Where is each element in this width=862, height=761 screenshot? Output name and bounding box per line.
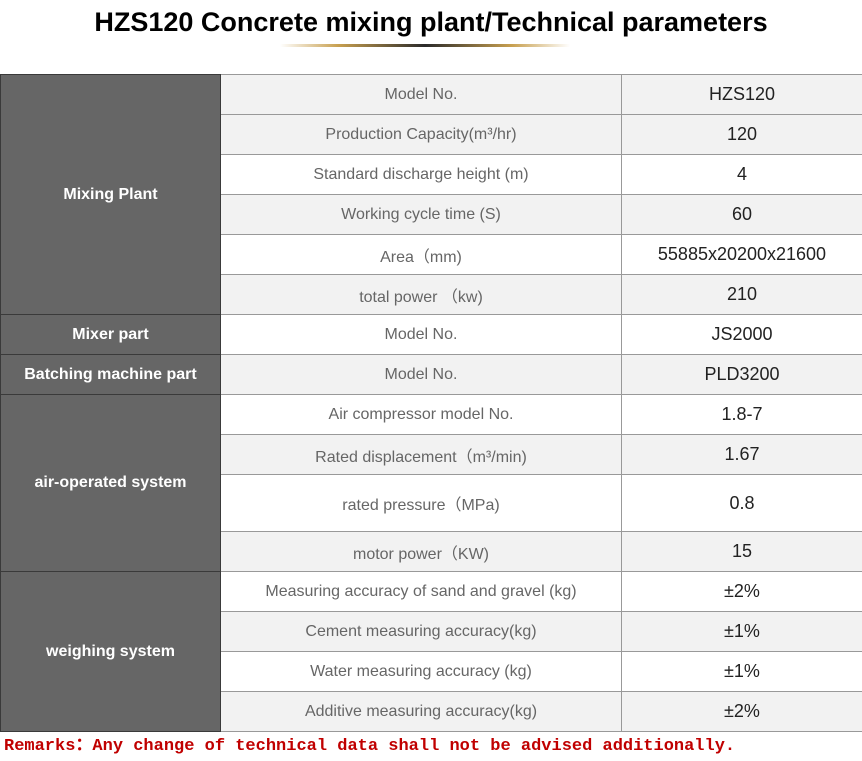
param-cell: Air compressor model No.: [220, 394, 622, 435]
param-cell: Standard discharge height (m): [220, 154, 622, 195]
param-cell: Measuring accuracy of sand and gravel (k…: [220, 571, 622, 612]
table-row: Cement measuring accuracy(kg) ±1%: [1, 611, 862, 652]
param-cell: Area（mm): [220, 234, 622, 275]
parameters-table: Mixing Plant Model No. HZS120 Production…: [0, 74, 862, 732]
value-cell: JS2000: [621, 314, 862, 355]
param-cell: Model No.: [220, 354, 622, 395]
param-cell: rated pressure（MPa): [220, 474, 622, 532]
value-cell: PLD3200: [621, 354, 862, 395]
param-cell: Water measuring accuracy (kg): [220, 651, 622, 692]
title-underline: [280, 44, 570, 47]
param-cell: total power （kw): [220, 274, 622, 315]
value-cell: 210: [621, 274, 862, 315]
value-cell: HZS120: [621, 74, 862, 115]
table-row: weighing system Measuring accuracy of sa…: [0, 571, 862, 732]
param-cell: Model No.: [220, 74, 622, 115]
table-row: Mixer part Model No. JS2000: [0, 314, 862, 355]
param-cell: Working cycle time (S): [220, 194, 622, 235]
table-row: Batching machine part Model No. PLD3200: [0, 354, 862, 395]
value-cell: 1.8-7: [621, 394, 862, 435]
table-row: Production Capacity(m³/hr) 120: [1, 114, 862, 155]
category-weighing-system: weighing system: [0, 571, 221, 732]
category-mixer-part: Mixer part: [0, 314, 221, 355]
param-cell: motor power（KW): [220, 531, 622, 572]
value-cell: 55885x20200x21600: [621, 234, 862, 275]
category-air-system: air-operated system: [0, 394, 221, 572]
table-row: Area（mm) 55885x20200x21600: [1, 234, 862, 275]
param-cell: Rated displacement（m³/min): [220, 434, 622, 475]
table-row: Additive measuring accuracy(kg) ±2%: [1, 691, 862, 732]
category-batching-part: Batching machine part: [0, 354, 221, 395]
value-cell: 1.67: [621, 434, 862, 475]
value-cell: ±1%: [621, 651, 862, 692]
value-cell: ±1%: [621, 611, 862, 652]
category-mixing-plant: Mixing Plant: [0, 74, 221, 315]
parameters-table-wrapper: Mixing Plant Model No. HZS120 Production…: [0, 74, 862, 732]
param-cell: Model No.: [220, 314, 622, 355]
value-cell: ±2%: [621, 691, 862, 732]
value-cell: 120: [621, 114, 862, 155]
table-row: Standard discharge height (m) 4: [1, 154, 862, 195]
table-row: Water measuring accuracy (kg) ±1%: [1, 651, 862, 692]
value-cell: ±2%: [621, 571, 862, 612]
value-cell: 4: [621, 154, 862, 195]
table-row: Rated displacement（m³/min) 1.67: [1, 434, 862, 475]
page-title: HZS120 Concrete mixing plant/Technical p…: [94, 7, 768, 37]
value-cell: 0.8: [621, 474, 862, 532]
param-cell: Additive measuring accuracy(kg): [220, 691, 622, 732]
table-row: Mixing Plant Model No. HZS120: [0, 74, 862, 315]
value-cell: 60: [621, 194, 862, 235]
param-cell: Cement measuring accuracy(kg): [220, 611, 622, 652]
remarks-note: Remarks：Any change of technical data sha…: [4, 737, 736, 756]
table-row: Working cycle time (S) 60: [1, 194, 862, 235]
value-cell: 15: [621, 531, 862, 572]
param-cell: Production Capacity(m³/hr): [220, 114, 622, 155]
table-row: motor power（KW) 15: [1, 531, 862, 572]
table-row: air-operated system Air compressor model…: [0, 394, 862, 572]
